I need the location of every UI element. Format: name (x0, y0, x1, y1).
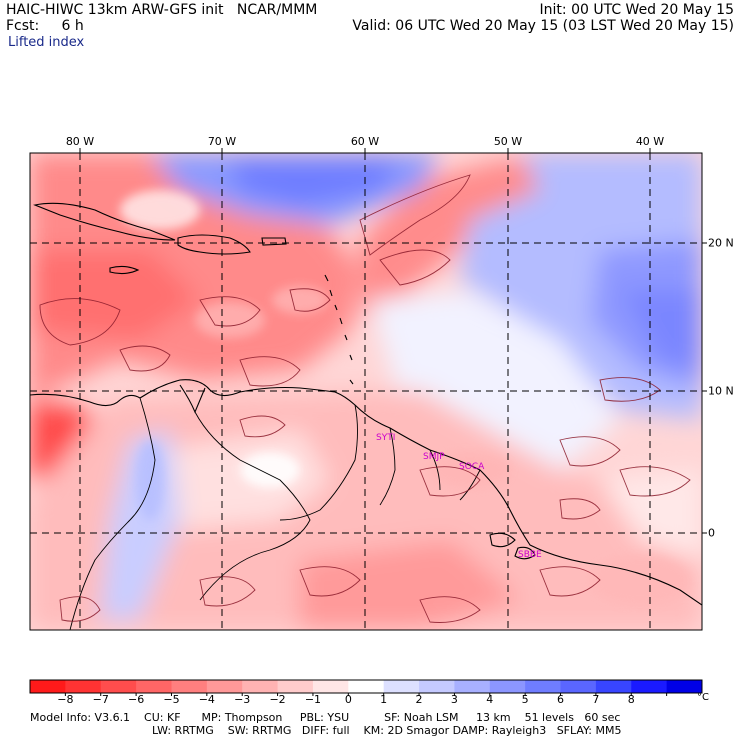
model-info-line1: Model Info: V3.6.1 CU: KF MP: Thompson P… (30, 711, 621, 724)
colorbar-cell (277, 680, 314, 693)
colorbar-label: −6 (127, 693, 145, 706)
colorbar-unit: °C (697, 692, 709, 703)
colorbar-cell (560, 680, 597, 693)
colorbar-label: 0 (344, 693, 352, 706)
colorbar-cell (419, 680, 455, 693)
colorbar-cell (525, 680, 562, 693)
colorbar-cell (206, 680, 243, 693)
valid-time: Valid: 06 UTC Wed 20 May 15 (03 LST Wed … (352, 18, 734, 34)
init-time: Init: 00 UTC Wed 20 May 15 (539, 2, 734, 18)
station-label-syti: SYTI (376, 433, 395, 443)
colorbar-cell (348, 680, 385, 693)
model-info-line2: LW: RRTMG SW: RRTMG DIFF: full KM: 2D Sm… (152, 724, 622, 737)
colorbar-label: 5 (521, 693, 529, 706)
colorbar-cell (666, 680, 703, 693)
station-label-sbbe: SBBE (518, 550, 542, 560)
colorbar-cell (595, 680, 632, 693)
colorbar-label: 4 (486, 693, 494, 706)
colorbar-cell (383, 680, 420, 693)
colorbar-label: −5 (163, 693, 180, 706)
colorbar-cell (65, 680, 102, 693)
colorbar-label: 7 (592, 693, 600, 706)
lon-label-50w: 50 W (493, 135, 523, 148)
colorbar-cell (312, 680, 349, 693)
colorbar-label: −2 (269, 693, 286, 706)
colorbar-label: −8 (57, 693, 74, 706)
colorbar-cell (631, 680, 668, 693)
plot-title: HAIC-HIWC 13km ARW-GFS init NCAR/MMM (6, 2, 318, 18)
coastlines (30, 202, 702, 630)
lon-label-60w: 60 W (350, 135, 380, 148)
colorbar-cell (30, 680, 66, 693)
lon-label-40w: 40 W (635, 135, 665, 148)
colorbar-label: 8 (627, 693, 635, 706)
colorbar-label: −1 (304, 693, 322, 706)
map-field: SYTI SMJP SOCA SBBE (30, 153, 702, 630)
colorbar-cell (242, 680, 279, 693)
contour-lines (39, 174, 691, 623)
colorbar-label: 2 (415, 693, 423, 706)
field-name: Lifted index (8, 35, 85, 50)
colorbar-cell (171, 680, 208, 693)
colorbar-cell (100, 680, 137, 693)
station-label-soca: SOCA (459, 462, 485, 472)
grid-lines (30, 153, 702, 630)
lat-label-0: 0 (708, 526, 715, 540)
colorbar-label: −7 (92, 693, 109, 706)
colorbar-cell (136, 680, 172, 693)
station-label-smjp: SMJP (423, 452, 445, 462)
lon-label-80w: 80 W (65, 135, 95, 148)
lifted-index-map: SYTI SMJP SOCA SBBE (29, 148, 707, 631)
colorbar-cell (454, 680, 491, 693)
colorbar-label: −4 (198, 693, 215, 706)
lat-label-10n: 10 N (708, 384, 734, 398)
colorbar-cell (489, 680, 526, 693)
colorbar-label: 6 (557, 693, 565, 706)
forecast-hour: Fcst: 6 h (6, 18, 84, 34)
lon-label-70w: 70 W (207, 135, 237, 148)
lat-label-20n: 20 N (708, 236, 734, 250)
colorbar-label: −3 (234, 693, 251, 706)
colorbar-label: 3 (450, 693, 458, 706)
colorbar-label: 1 (380, 693, 388, 706)
